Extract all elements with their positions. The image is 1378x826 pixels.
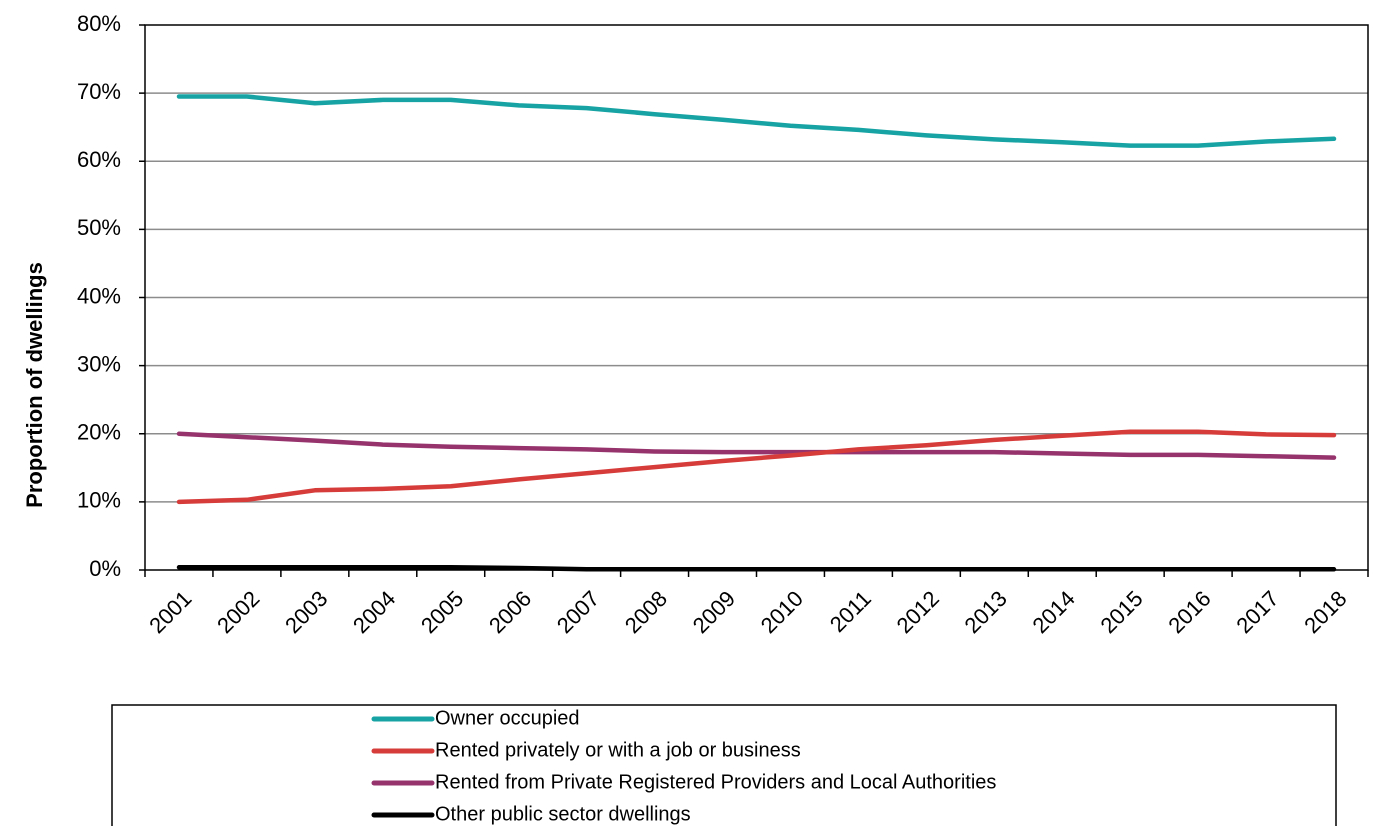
y-tick-label: 0% — [89, 556, 121, 581]
x-axis-tick-labels: 2001 2002 2003 2004 2005 2006 2007 2008 2009 2010… — [144, 586, 1351, 638]
y-tick-label: 80% — [77, 11, 121, 36]
x-tick-label: 2003 — [280, 586, 332, 638]
legend-box — [111, 704, 1337, 826]
series-line-rented-from-private-registered-providers-and-local-authorities — [176, 431, 1337, 460]
x-tick-label: 2013 — [960, 586, 1012, 638]
y-tick-label: 70% — [77, 79, 121, 104]
y-tick-label: 40% — [77, 283, 121, 308]
y-axis-tick-labels: 0% 10% 20% 30% 40% 50% 60% 70% 80% — [77, 11, 121, 581]
x-tick-label: 2004 — [348, 586, 400, 638]
x-tick-label: 2009 — [688, 586, 740, 638]
legend-label: Other public sector dwellings — [435, 803, 691, 825]
x-tick-label: 2011 — [825, 586, 876, 637]
x-tick-label: 2002 — [212, 586, 264, 638]
gridlines — [145, 92, 1368, 503]
x-tick-label: 2014 — [1027, 586, 1079, 638]
x-tick-label: 2007 — [552, 586, 604, 638]
series-line-rented-privately-or-with-a-job-or-business — [176, 429, 1337, 505]
x-tick-label: 2015 — [1095, 586, 1147, 638]
x-tick-label: 2016 — [1163, 586, 1215, 638]
x-tick-label: 2012 — [892, 586, 944, 638]
x-tick-label: 2005 — [416, 586, 468, 638]
x-tick-label: 2017 — [1231, 586, 1283, 638]
y-tick-label: 10% — [77, 488, 121, 513]
legend-label: Rented from Private Registered Providers… — [435, 771, 996, 793]
y-tick-label: 60% — [77, 147, 121, 172]
legend-label: Owner occupied — [435, 707, 580, 729]
axes — [139, 24, 1369, 577]
y-tick-label: 30% — [77, 351, 121, 376]
y-tick-label: 20% — [77, 420, 121, 445]
series-lines — [176, 94, 1337, 572]
y-tick-label: 50% — [77, 215, 121, 240]
series-line-owner-occupied — [176, 94, 1337, 148]
x-tick-label: 2006 — [484, 586, 536, 638]
legend-label: Rented privately or with a job or busine… — [435, 739, 801, 761]
x-tick-label: 2010 — [756, 586, 808, 638]
x-tick-label: 2001 — [144, 586, 196, 638]
legend: Owner occupied Rented privately or with a… — [111, 704, 1337, 826]
y-axis-label: Proportion of dwellings — [22, 262, 47, 508]
x-tick-label: 2008 — [620, 586, 672, 638]
series-line-other-public-sector-dwellings — [176, 565, 1337, 572]
x-tick-label: 2018 — [1299, 586, 1351, 638]
